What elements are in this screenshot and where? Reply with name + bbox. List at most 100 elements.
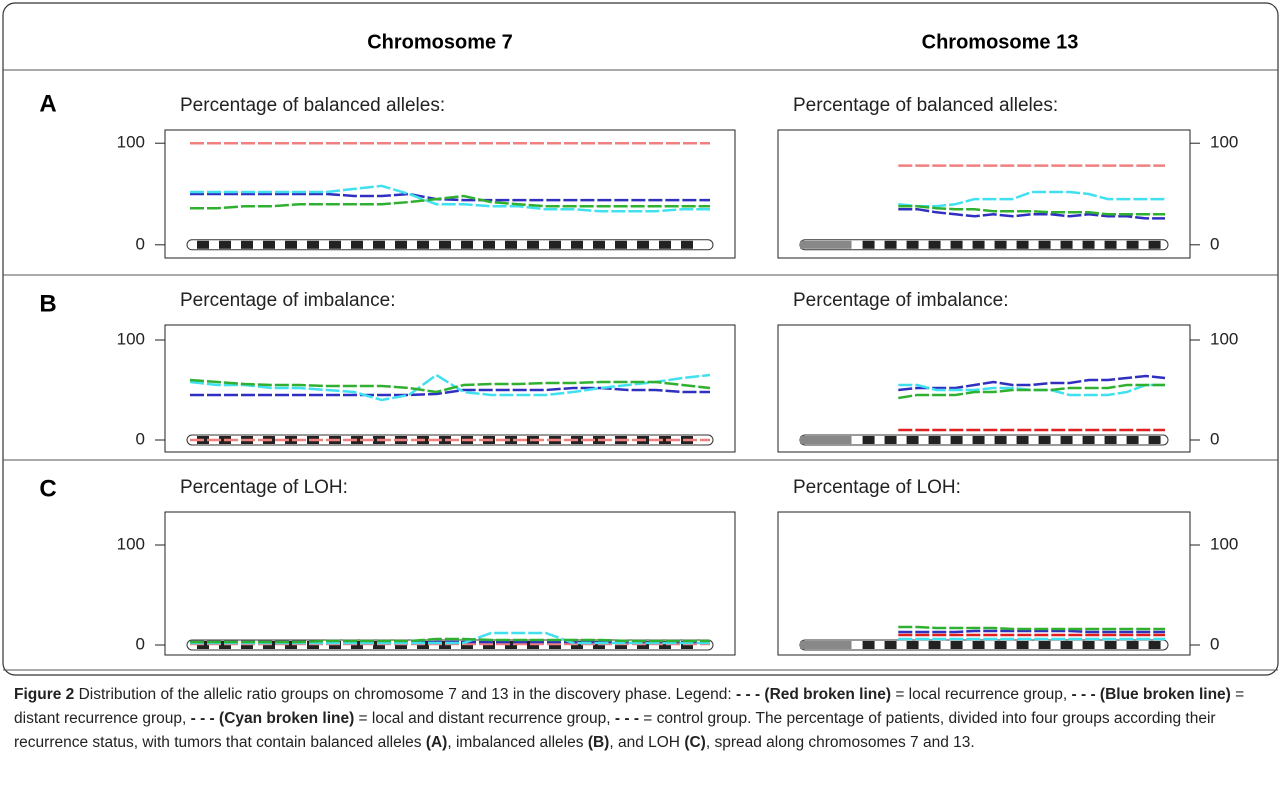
series-line xyxy=(898,192,1165,206)
panel-title: Percentage of imbalance: xyxy=(793,290,1008,311)
ideogram-band xyxy=(1039,241,1051,249)
plot-frame xyxy=(778,512,1190,655)
caption-text: Distribution of the allelic ratio groups… xyxy=(74,686,736,703)
ideogram-band xyxy=(1149,241,1161,249)
ideogram-band xyxy=(373,241,385,249)
ideogram-band xyxy=(263,241,275,249)
y-tick-label: 100 xyxy=(1210,534,1238,553)
ideogram-band xyxy=(1083,241,1095,249)
y-tick-label: 0 xyxy=(136,634,145,653)
ideogram-band xyxy=(461,241,473,249)
ideogram-band xyxy=(929,641,941,649)
panel-title: Percentage of imbalance: xyxy=(180,290,395,311)
ideogram-band xyxy=(907,241,919,249)
ideogram-band xyxy=(329,241,341,249)
ideogram-band xyxy=(615,241,627,249)
ideogram-band xyxy=(1127,241,1139,249)
ideogram-band xyxy=(1105,436,1117,444)
ideogram-band xyxy=(1039,436,1051,444)
ideogram-band xyxy=(885,241,897,249)
y-tick-label: 0 xyxy=(136,429,145,448)
ideogram-band xyxy=(1083,436,1095,444)
caption-text: = local and distant recurrence group, xyxy=(354,710,615,727)
ideogram-band xyxy=(637,241,649,249)
ideogram-band xyxy=(527,241,539,249)
ideogram-band xyxy=(951,241,963,249)
caption-text: - - - (Red broken line) xyxy=(736,686,891,703)
ideogram-band xyxy=(1127,436,1139,444)
ideogram-band xyxy=(1061,436,1073,444)
caption-text: , spread along chromosomes 7 and 13. xyxy=(706,734,975,751)
ideogram-band xyxy=(1105,641,1117,649)
ideogram-band xyxy=(995,241,1007,249)
y-tick-label: 0 xyxy=(1210,234,1219,253)
ideogram-band xyxy=(307,241,319,249)
row-label: B xyxy=(39,290,56,317)
y-tick-label: 0 xyxy=(1210,429,1219,448)
ideogram-arm xyxy=(800,241,852,249)
ideogram-band xyxy=(1083,641,1095,649)
caption-text: (C) xyxy=(684,734,706,751)
caption-text: Figure 2 xyxy=(14,686,74,703)
ideogram-band xyxy=(907,436,919,444)
y-tick-label: 100 xyxy=(117,133,145,152)
ideogram-band xyxy=(973,641,985,649)
y-tick-label: 0 xyxy=(1210,634,1219,653)
ideogram-band xyxy=(505,241,517,249)
ideogram-arm xyxy=(800,436,852,444)
row-label: A xyxy=(39,90,56,117)
ideogram-band xyxy=(1061,241,1073,249)
ideogram-band xyxy=(681,241,693,249)
caption-text: , imbalanced alleles xyxy=(447,734,587,751)
ideogram-band xyxy=(973,436,985,444)
ideogram-band xyxy=(659,241,671,249)
ideogram-band xyxy=(571,241,583,249)
series-line xyxy=(898,631,1165,632)
ideogram-band xyxy=(995,641,1007,649)
ideogram-band xyxy=(863,641,875,649)
ideogram-band xyxy=(1105,241,1117,249)
ideogram-band xyxy=(1127,641,1139,649)
caption-text: (A) xyxy=(426,734,448,751)
column-header: Chromosome 13 xyxy=(922,31,1079,53)
caption: Figure 2 Distribution of the allelic rat… xyxy=(14,683,1264,755)
column-header: Chromosome 7 xyxy=(367,31,513,53)
caption-text: - - - (Cyan broken line) xyxy=(191,710,355,727)
ideogram-band xyxy=(395,241,407,249)
ideogram-band xyxy=(593,241,605,249)
caption-text: , and LOH xyxy=(609,734,684,751)
ideogram-band xyxy=(1017,436,1029,444)
y-tick-label: 0 xyxy=(136,234,145,253)
ideogram-band xyxy=(995,436,1007,444)
panel-title: Percentage of LOH: xyxy=(180,477,348,498)
ideogram-band xyxy=(1017,641,1029,649)
panel-title: Percentage of balanced alleles: xyxy=(180,95,445,116)
series-line xyxy=(898,627,1165,629)
series-line xyxy=(898,376,1165,390)
ideogram-band xyxy=(219,241,231,249)
figure: Chromosome 7 Chromosome 13 A B C Percent… xyxy=(0,0,1281,680)
ideogram-band xyxy=(483,241,495,249)
ideogram-band xyxy=(351,241,363,249)
caption-text: - - - xyxy=(615,710,639,727)
y-tick-label: 100 xyxy=(1210,329,1238,348)
caption-text: (B) xyxy=(588,734,610,751)
ideogram-band xyxy=(907,641,919,649)
ideogram-band xyxy=(549,241,561,249)
ideogram-band xyxy=(863,436,875,444)
ideogram-band xyxy=(885,641,897,649)
ideogram-band xyxy=(951,641,963,649)
caption-text: - - - (Blue broken line) xyxy=(1072,686,1231,703)
y-tick-label: 100 xyxy=(117,329,145,348)
ideogram-band xyxy=(1061,641,1073,649)
panel-title: Percentage of LOH: xyxy=(793,477,961,498)
ideogram-band xyxy=(285,241,297,249)
plot-frame xyxy=(165,512,735,655)
ideogram-band xyxy=(439,241,451,249)
caption-text: = local recurrence group, xyxy=(891,686,1072,703)
y-tick-label: 100 xyxy=(117,534,145,553)
ideogram-band xyxy=(973,241,985,249)
ideogram-arm xyxy=(800,641,852,649)
ideogram-band xyxy=(1039,641,1051,649)
y-tick-label: 100 xyxy=(1210,133,1238,152)
